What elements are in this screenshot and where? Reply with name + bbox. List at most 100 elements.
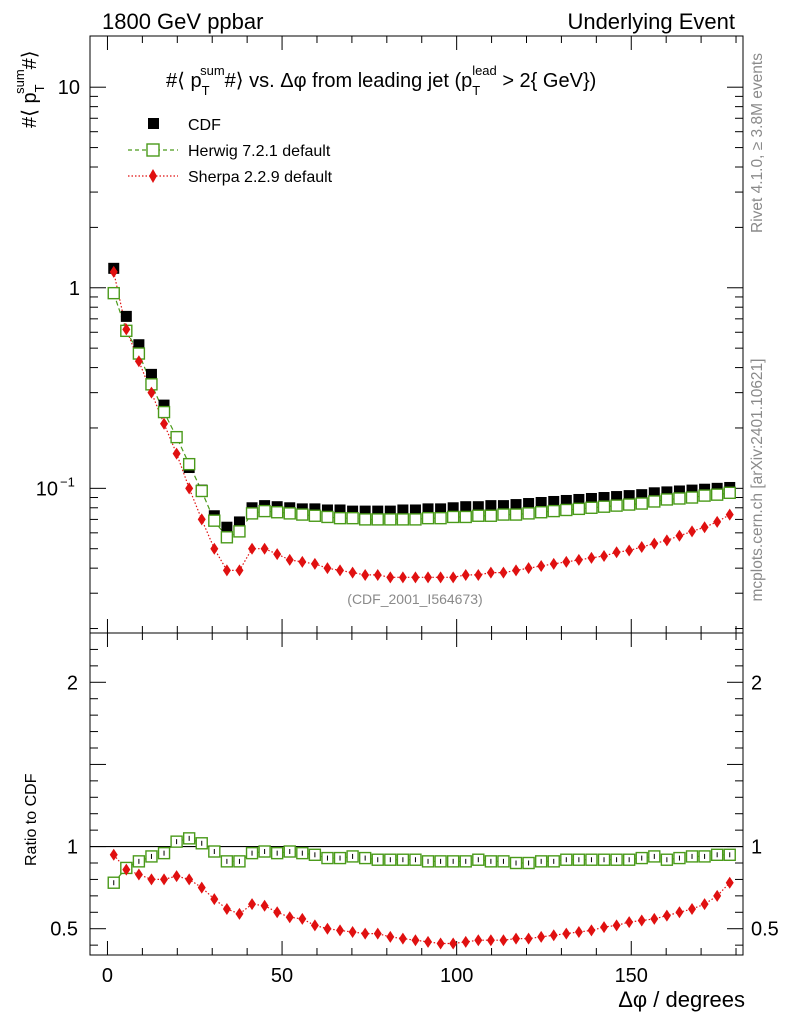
cdf-point <box>447 502 459 514</box>
rivet-version-label: Rivet 4.1.0, ≥ 3.8M events <box>749 53 766 233</box>
ratio-y-tick-label-right: 1 <box>751 837 762 859</box>
cdf-point <box>711 482 723 494</box>
ratio-sherpa-point <box>625 916 634 929</box>
herwig-point <box>308 509 322 522</box>
ratio-sherpa-point <box>122 863 131 876</box>
ratio-sherpa-point <box>386 930 395 943</box>
main-title-pre: #⟨ p <box>166 70 202 92</box>
sherpa-point <box>587 551 596 564</box>
ratio-sherpa-point <box>235 907 244 920</box>
ratio-sherpa-point <box>411 934 420 947</box>
herwig-point <box>233 525 246 538</box>
cdf-point <box>623 490 635 502</box>
main-y-tick-label: 1 <box>69 278 80 300</box>
cdf-point <box>636 489 648 501</box>
sherpa-point <box>222 564 231 577</box>
cdf-point <box>145 368 157 380</box>
sherpa-point <box>688 525 697 538</box>
sherpa-point <box>273 548 282 561</box>
herwig-point <box>245 507 259 520</box>
ratio-sherpa-point <box>461 935 470 948</box>
herwig-point <box>283 507 296 520</box>
ratio-sherpa-point <box>109 848 118 861</box>
herwig-point <box>195 484 208 498</box>
main-series-layer <box>107 262 736 584</box>
sherpa-point <box>486 566 495 579</box>
cdf-point <box>372 505 384 517</box>
ratio-sherpa-point <box>675 906 684 919</box>
ratio-y-tick-label: 1 <box>67 837 78 859</box>
xlabel: Δφ / degrees <box>618 987 745 1012</box>
main-title-post2: > 2{ GeV}) <box>497 70 597 92</box>
sherpa-point <box>248 542 257 555</box>
main-title-post: #⟩ vs. Δφ from leading jet (p <box>225 70 473 92</box>
herwig-point <box>321 510 334 524</box>
sherpa-point <box>650 537 659 550</box>
ratio-sherpa-point <box>436 937 445 950</box>
analysis-id: (CDF_2001_I564673) <box>347 591 482 607</box>
main-y-tick-label-exponent: −1 <box>60 474 75 489</box>
herwig-point <box>296 508 309 521</box>
sherpa-point <box>160 417 169 430</box>
herwig-point <box>258 504 271 518</box>
ratio-sherpa-point <box>348 926 357 938</box>
ratio-sherpa-point <box>700 898 709 911</box>
sherpa-point <box>675 529 684 542</box>
herwig-point <box>346 511 359 525</box>
sherpa-point <box>725 508 734 521</box>
herwig-point <box>484 509 498 522</box>
sherpa-point <box>235 564 244 577</box>
herwig-point <box>660 493 674 506</box>
sherpa-point <box>474 568 483 581</box>
legend-label-sherpa: Sherpa 2.2.9 default <box>188 169 333 186</box>
sherpa-point <box>122 323 131 336</box>
ratio-panel-frame <box>89 632 744 956</box>
herwig-point <box>459 510 472 524</box>
cdf-point <box>686 484 698 496</box>
main-title-sup2: lead <box>472 63 497 78</box>
herwig-point <box>685 491 699 504</box>
ratio-sherpa-point <box>725 876 734 889</box>
sherpa-point <box>436 571 445 584</box>
cdf-point <box>560 494 572 506</box>
cdf-point <box>485 500 497 512</box>
ratio-sherpa-point <box>424 935 433 948</box>
cdf-point <box>435 503 447 515</box>
cdf-point <box>535 496 547 508</box>
sherpa-point <box>398 571 407 584</box>
cdf-point <box>460 501 472 513</box>
mcplots-label: mcplots.cern.ch [arXiv:2401.10621] <box>749 359 766 602</box>
herwig-point <box>220 531 234 544</box>
main-ylabel: #⟨ pTsum#⟩ <box>12 50 47 128</box>
herwig-point <box>698 489 711 502</box>
cdf-point <box>120 310 132 322</box>
sherpa-point <box>185 482 194 495</box>
herwig-point <box>635 497 648 510</box>
ratio-sherpa-point <box>612 919 621 932</box>
herwig-point <box>333 511 347 525</box>
herwig-point <box>710 488 724 501</box>
header-right: Underlying Event <box>567 9 735 34</box>
ratio-sherpa-point <box>361 927 370 940</box>
herwig-point <box>384 513 397 526</box>
cdf-point <box>497 500 509 512</box>
cdf-point <box>347 505 359 517</box>
sherpa-point <box>600 549 609 562</box>
herwig-point <box>170 430 183 444</box>
sherpa-point <box>109 265 118 278</box>
herwig-point <box>648 495 661 508</box>
x-tick-label: 0 <box>102 965 113 987</box>
ratio-sherpa-point <box>650 912 659 925</box>
sherpa-point <box>461 568 470 581</box>
sherpa-point <box>411 571 420 584</box>
sherpa-point <box>449 571 458 584</box>
herwig-point <box>434 511 447 525</box>
herwig-point <box>396 513 410 526</box>
cdf-point <box>233 516 245 528</box>
cdf-point <box>673 485 685 497</box>
cdf-point <box>158 399 170 411</box>
cdf-point <box>221 521 233 533</box>
main-y-tick-label: 10 <box>58 77 80 99</box>
herwig-point <box>522 507 535 520</box>
